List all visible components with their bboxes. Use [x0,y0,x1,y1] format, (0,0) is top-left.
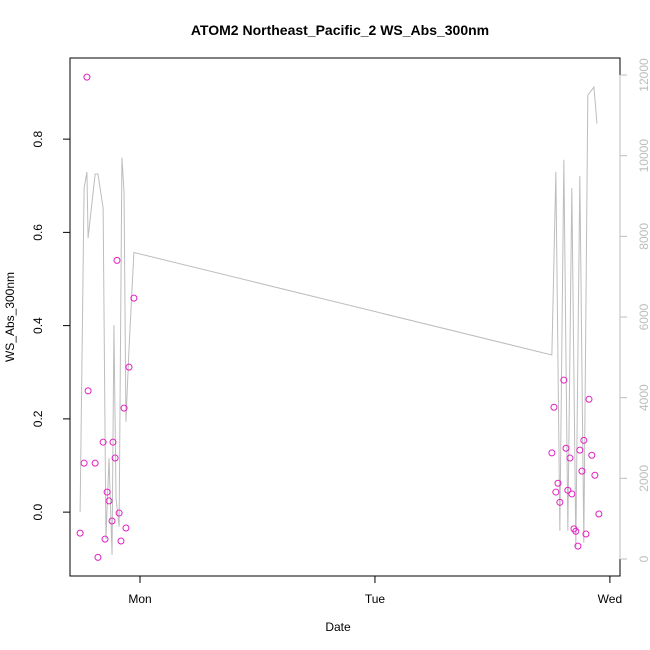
point [122,524,130,532]
point [570,525,578,533]
point [109,438,117,446]
point [84,387,92,395]
point [103,488,111,496]
point [585,395,593,403]
point [115,509,123,517]
y-tick-label: 0.8 [31,130,45,147]
x-tick-label: Mon [128,592,151,606]
y-tick-label: 0.6 [31,224,45,241]
point [111,454,119,462]
point [130,294,138,302]
y-tick-label: 0.0 [31,503,45,520]
point [83,73,91,81]
y2-tick-label: 6000 [637,303,650,330]
point [120,404,128,412]
point [588,451,596,459]
point [80,459,88,467]
point [564,486,572,494]
line [79,85,598,556]
point [566,454,574,462]
point [101,535,109,543]
x-tick-label: Tue [365,592,386,606]
point [548,449,556,457]
point [99,438,107,446]
y2-tick-label: 12000 [637,58,650,92]
point [550,403,558,411]
point [94,553,102,561]
point [552,488,560,496]
x-tick-label: Wed [598,592,622,606]
point [113,256,121,264]
point [105,497,113,505]
point [568,490,576,498]
y-tick-label: 0.4 [31,317,45,334]
point [554,479,562,487]
point [125,363,133,371]
x-axis-label: Date [325,620,351,634]
point [582,530,590,538]
y2-tick-label: 4000 [637,384,650,411]
point [76,529,84,537]
plot-box [69,57,621,577]
y2-tick-label: 0 [637,555,650,562]
point [580,436,588,444]
y-axis-label: WS_Abs_300nm [3,272,17,362]
point [108,517,116,525]
y2-tick-label: 10000 [637,139,650,173]
point [91,459,99,467]
y2-tick-label: 8000 [637,223,650,250]
chart-title: ATOM2 Northeast_Pacific_2 WS_Abs_300nm [191,22,489,38]
point [578,467,586,475]
point [562,444,570,452]
point [574,542,582,550]
point [117,537,125,545]
point [595,510,603,518]
point [556,498,564,506]
y-tick-label: 0.2 [31,410,45,427]
point [572,527,580,535]
point [591,471,599,479]
point [576,446,584,454]
y2-tick-label: 2000 [637,465,650,492]
point [560,376,568,384]
